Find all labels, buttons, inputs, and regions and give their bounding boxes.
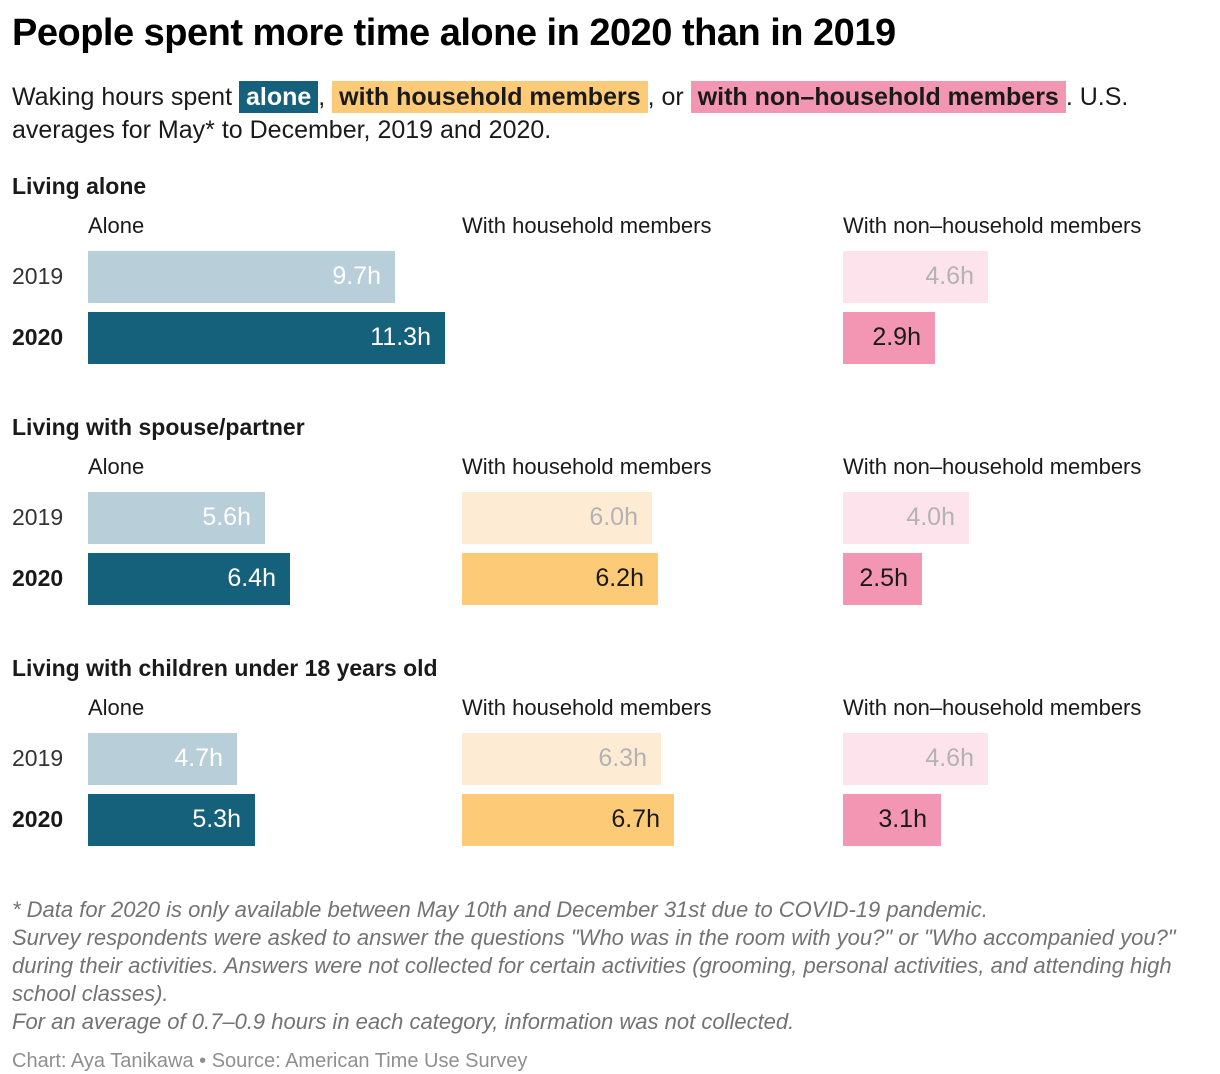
column-header-household: With household members (462, 694, 712, 720)
bar-alone-2020: 6.4h (88, 552, 290, 605)
bar-cell-nonhousehold-2020: 2.9h (843, 311, 1208, 364)
bar-nonhousehold-2019: 4.6h (843, 250, 988, 303)
bar-cell-alone-2019: 9.7h (88, 250, 462, 303)
bar-cell-alone-2020: 11.3h (88, 311, 462, 364)
bar-value-label: 11.3h (370, 323, 431, 352)
column-header-nonhousehold: With non–household members (843, 694, 1142, 720)
bar-alone-2020: 5.3h (88, 793, 255, 846)
group-grid: Alone With household members With non–hous… (12, 694, 1208, 846)
bar-value-label: 9.7h (332, 262, 381, 291)
bar-household-2020: 6.7h (462, 793, 674, 846)
column-header-alone: Alone (88, 453, 145, 479)
column-header-household: With household members (462, 453, 712, 479)
bar-nonhousehold-2020: 3.1h (843, 793, 941, 846)
bar-alone-2020: 11.3h (88, 311, 445, 364)
bar-cell-alone-2020: 6.4h (88, 552, 462, 605)
group-section-3: Living with children under 18 years old A… (12, 655, 1208, 846)
bar-value-label: 6.4h (227, 564, 276, 593)
subtitle-highlight-household: with household members (332, 80, 648, 113)
subtitle-highlight-nonhousehold: with non–household members (690, 80, 1066, 113)
group-section-1: Living alone Alone With household members W… (12, 173, 1208, 364)
bar-alone-2019: 9.7h (88, 250, 395, 303)
bar-cell-nonhousehold-2020: 3.1h (843, 793, 1208, 846)
group-grid: Alone With household members With non–hous… (12, 212, 1208, 364)
bar-alone-2019: 4.7h (88, 732, 237, 785)
bar-value-label: 4.7h (174, 744, 223, 773)
bar-cell-household-2020: 6.7h (462, 793, 843, 846)
page-title: People spent more time alone in 2020 tha… (12, 12, 896, 54)
bar-household-2019: 6.3h (462, 732, 661, 785)
bar-cell-alone-2019: 4.7h (88, 732, 462, 785)
row-label-2019: 2019 (12, 263, 64, 290)
bar-cell-nonhousehold-2020: 2.5h (843, 552, 1208, 605)
chart-groups: Living alone Alone With household members W… (12, 173, 1208, 846)
bar-nonhousehold-2020: 2.9h (843, 311, 935, 364)
bar-value-label: 2.9h (872, 323, 921, 352)
bar-value-label: 6.7h (611, 805, 660, 834)
bar-value-label: 4.6h (925, 262, 974, 291)
bar-value-label: 6.3h (598, 744, 647, 773)
group-title: Living with children under 18 years old (12, 654, 438, 681)
bar-nonhousehold-2019: 4.6h (843, 732, 988, 785)
column-header-nonhousehold: With non–household members (843, 212, 1142, 238)
bar-value-label: 4.0h (906, 503, 955, 532)
footnote-line: * Data for 2020 is only available betwee… (12, 896, 988, 922)
bar-value-label: 3.1h (878, 805, 927, 834)
bar-value-label: 5.3h (192, 805, 241, 834)
bar-cell-household-2019 (462, 251, 843, 303)
bar-value-label: 6.0h (589, 503, 638, 532)
bar-cell-household-2019: 6.0h (462, 491, 843, 544)
row-label-2019: 2019 (12, 745, 64, 772)
group-grid: Alone With household members With non–hous… (12, 453, 1208, 605)
chart-subtitle: Waking hours spent alone, with household… (12, 80, 1192, 147)
bar-value-label: 5.6h (202, 503, 251, 532)
subtitle-text: . U.S. averages for May* to December, 20… (12, 82, 1129, 144)
subtitle-text: , (318, 82, 333, 111)
footnote-line: Survey respondents were asked to answer … (12, 924, 1176, 1006)
column-header-alone: Alone (88, 212, 145, 238)
group-title: Living alone (12, 172, 147, 199)
subtitle-highlight-alone: alone (238, 80, 319, 113)
grid-corner (12, 214, 88, 242)
subtitle-text: , or (647, 82, 691, 111)
bar-household-2019: 6.0h (462, 491, 652, 544)
bar-value-label: 4.6h (925, 744, 974, 773)
bar-household-2020: 6.2h (462, 552, 658, 605)
footnotes: * Data for 2020 is only available betwee… (12, 896, 1208, 1036)
row-label-2020: 2020 (12, 324, 64, 351)
group-section-2: Living with spouse/partner Alone With hous… (12, 414, 1208, 605)
row-label-2020: 2020 (12, 806, 64, 833)
bar-value-label: 6.2h (595, 564, 644, 593)
group-title: Living with spouse/partner (12, 413, 305, 440)
bar-value-label: 2.5h (859, 564, 908, 593)
bar-cell-alone-2020: 5.3h (88, 793, 462, 846)
subtitle-text: Waking hours spent (12, 82, 239, 111)
bar-alone-2019: 5.6h (88, 491, 265, 544)
row-label-2019: 2019 (12, 504, 64, 531)
bar-cell-household-2020: 6.2h (462, 552, 843, 605)
bar-cell-household-2019: 6.3h (462, 732, 843, 785)
column-header-nonhousehold: With non–household members (843, 453, 1142, 479)
bar-cell-household-2020 (462, 312, 843, 364)
bar-cell-nonhousehold-2019: 4.0h (843, 491, 1208, 544)
bar-cell-nonhousehold-2019: 4.6h (843, 732, 1208, 785)
credit-line: Chart: Aya Tanikawa • Source: American T… (12, 1049, 528, 1072)
bar-cell-nonhousehold-2019: 4.6h (843, 250, 1208, 303)
grid-corner (12, 455, 88, 483)
bar-cell-alone-2019: 5.6h (88, 491, 462, 544)
row-label-2020: 2020 (12, 565, 64, 592)
footnote-line: For an average of 0.7–0.9 hours in each … (12, 1008, 795, 1034)
grid-corner (12, 696, 88, 724)
bar-nonhousehold-2019: 4.0h (843, 491, 969, 544)
column-header-alone: Alone (88, 694, 145, 720)
bar-nonhousehold-2020: 2.5h (843, 552, 922, 605)
column-header-household: With household members (462, 212, 712, 238)
